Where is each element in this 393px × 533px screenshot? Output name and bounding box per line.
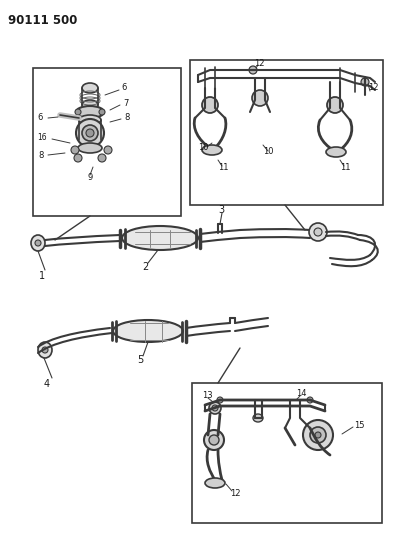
Text: 7: 7	[123, 99, 129, 108]
Ellipse shape	[205, 478, 225, 488]
Ellipse shape	[310, 427, 326, 443]
Ellipse shape	[104, 146, 112, 154]
Ellipse shape	[249, 66, 257, 74]
Ellipse shape	[113, 320, 183, 342]
Text: 12: 12	[254, 59, 264, 68]
Text: 16: 16	[37, 133, 47, 142]
Ellipse shape	[202, 145, 222, 155]
Ellipse shape	[75, 109, 81, 115]
Text: 1: 1	[39, 271, 45, 281]
Text: 6: 6	[121, 84, 127, 93]
Ellipse shape	[361, 78, 369, 86]
Ellipse shape	[98, 154, 106, 162]
Ellipse shape	[82, 125, 98, 141]
Ellipse shape	[74, 154, 82, 162]
Bar	[33, 68, 181, 216]
Bar	[190, 60, 383, 205]
Ellipse shape	[326, 147, 346, 157]
Ellipse shape	[38, 342, 52, 358]
Ellipse shape	[82, 100, 98, 110]
Ellipse shape	[204, 430, 224, 450]
Bar	[192, 383, 382, 523]
Ellipse shape	[122, 226, 198, 250]
Text: 14: 14	[296, 389, 307, 398]
Ellipse shape	[212, 405, 218, 411]
Text: 10: 10	[198, 143, 209, 152]
Ellipse shape	[314, 228, 322, 236]
Ellipse shape	[71, 146, 79, 154]
Ellipse shape	[42, 347, 48, 353]
Ellipse shape	[31, 235, 45, 251]
Text: 11: 11	[340, 164, 351, 173]
Text: 8: 8	[124, 112, 129, 122]
Ellipse shape	[307, 397, 313, 403]
Text: 12: 12	[230, 489, 241, 498]
Text: 8: 8	[38, 150, 43, 159]
Ellipse shape	[303, 420, 333, 450]
Ellipse shape	[217, 397, 223, 403]
Text: 11: 11	[218, 164, 228, 173]
Ellipse shape	[309, 223, 327, 241]
Ellipse shape	[315, 432, 321, 438]
Text: 9: 9	[88, 173, 93, 182]
Ellipse shape	[79, 115, 101, 125]
Ellipse shape	[209, 435, 219, 445]
Text: 5: 5	[137, 355, 143, 365]
Ellipse shape	[82, 83, 98, 93]
Ellipse shape	[209, 402, 221, 414]
Ellipse shape	[252, 90, 268, 106]
Ellipse shape	[99, 109, 105, 115]
Text: 12: 12	[368, 84, 378, 93]
Text: 90111 500: 90111 500	[8, 13, 77, 27]
Ellipse shape	[76, 106, 104, 118]
Ellipse shape	[76, 119, 104, 147]
Text: 6: 6	[37, 114, 42, 123]
Text: 13: 13	[202, 392, 213, 400]
Ellipse shape	[327, 97, 343, 113]
Text: 4: 4	[44, 379, 50, 389]
Ellipse shape	[35, 240, 41, 246]
Text: 15: 15	[354, 421, 364, 430]
Text: 2: 2	[142, 262, 148, 272]
Ellipse shape	[86, 129, 94, 137]
Ellipse shape	[202, 97, 218, 113]
Ellipse shape	[253, 414, 263, 422]
Ellipse shape	[78, 143, 102, 153]
Text: 10: 10	[263, 148, 274, 157]
Text: 3: 3	[218, 205, 224, 215]
